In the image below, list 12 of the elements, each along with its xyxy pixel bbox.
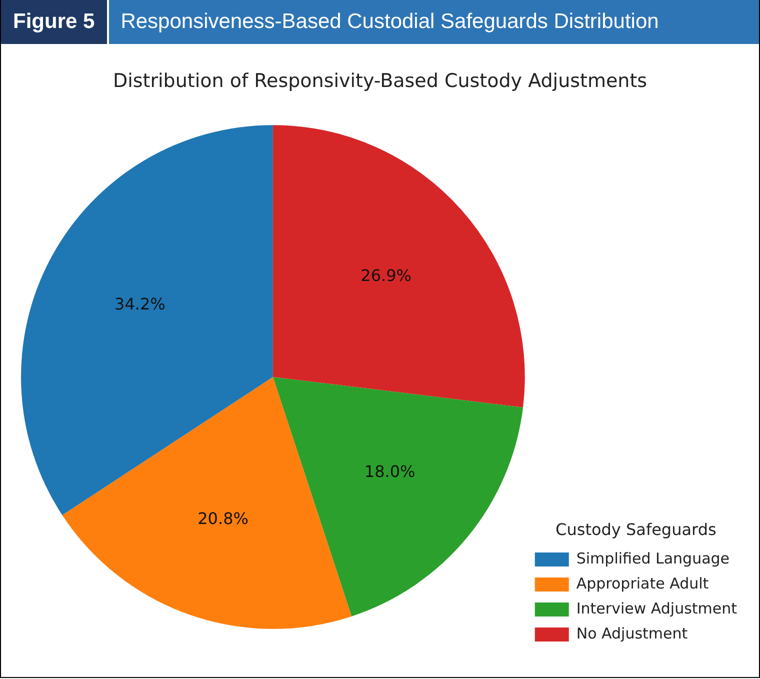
data-label: 20.8% [198,508,248,528]
legend-label: Appropriate Adult [576,574,709,592]
caption: Figure 5 [1,0,109,44]
legend-label: No Adjustment [576,624,688,642]
data-label: 18.0% [364,462,416,482]
chart-title: Responsiveness-Based Custodial Safeguards Distribution [120,10,659,34]
legend-label: Interview Adjustment [576,599,738,618]
data-label: 26.9% [360,266,412,285]
legend-title: Custody Safeguards [556,520,716,539]
legend-label: Simplified Language [576,549,730,568]
data-label: 34.2% [114,294,166,314]
chart-subtitle: Distribution of Responsivity-Based Custody Adjustments [112,70,648,92]
